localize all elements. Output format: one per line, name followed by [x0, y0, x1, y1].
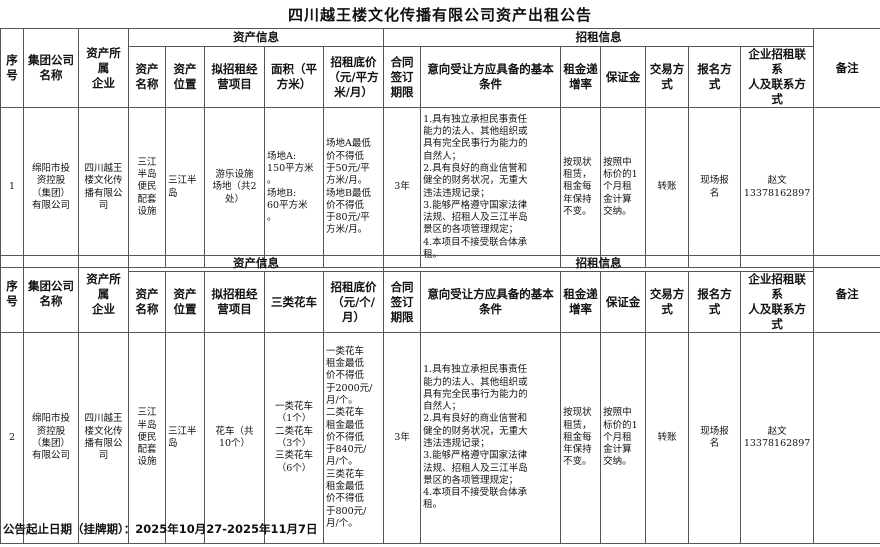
- header-group-lease-info: 招租信息: [383, 28, 815, 47]
- cell-asset-location: 三江半 岛: [165, 332, 205, 544]
- asset-table-section-2: 序 号集团公司 名称 资产所属 企业 资产信息 招租信息 备注 资产 名称 资产 位置 拟招租…: [0, 255, 880, 544]
- cell-serial-no: 2: [0, 332, 24, 544]
- header-business-project: 拟招租经 营项目: [204, 271, 265, 333]
- header-serial-no: 序 号: [0, 28, 24, 108]
- cell-registration-method: 现场报 名: [688, 332, 742, 544]
- header-remarks: 备注: [813, 28, 880, 108]
- header-group-company: 集团公司 名称: [23, 28, 79, 108]
- header-business-project: 拟招租经 营项目: [204, 46, 265, 108]
- header-area: 面积（平 方米）: [264, 46, 324, 108]
- cell-owner-company: 四川越王 楼文化传 播有限公 司: [78, 332, 129, 544]
- header-rent-increase: 租金递 增率: [560, 46, 602, 108]
- cell-contract-term: 3年: [383, 107, 422, 268]
- header-group-asset-info: 资产信息: [127, 28, 385, 47]
- header-remarks: 备注: [813, 255, 880, 333]
- header-group-row: 序 号集团公司 名称 资产所属 企业 资产信息 招租信息 备注: [0, 28, 880, 108]
- notice-period: 公告起止日期（挂牌期）：2025年10月27-2025年11月7日: [3, 522, 318, 536]
- header-contract-term: 合同 签订 期限: [383, 271, 422, 333]
- header-transaction-method: 交易方 式: [645, 46, 690, 108]
- header-asset-location: 资产 位置: [165, 271, 205, 333]
- header-registration-method: 报名方 式: [688, 46, 742, 108]
- table-row: 2 绵阳市投 资控股 （集团） 有限公司 四川越王 楼文化传 播有限公 司三江 半岛…: [0, 332, 880, 544]
- header-group-company: 集团公司 名称: [23, 255, 79, 333]
- cell-reserve-price: 场地A最低 价不得低 于50元/平 方米/月。 场地B最低 价不得低 于80元/…: [322, 107, 385, 268]
- header-asset-name: 资产 名称: [128, 271, 166, 333]
- cell-remarks: [813, 332, 880, 544]
- header-conditions: 意向受让方应具备的基本 条件: [420, 271, 562, 333]
- header-reserve-price: 招租底价 （元/平方 米/月）: [322, 46, 385, 108]
- cell-transaction-method: 转账: [645, 107, 690, 268]
- header-contract-term: 合同 签订 期限: [383, 46, 422, 108]
- header-transaction-method: 交易方 式: [645, 271, 690, 333]
- table-row: 1 绵阳市投 资控股 （集团） 有限公司 四川越王 楼文化传 播有限公 司三江 半岛…: [0, 107, 880, 268]
- header-row: 资产 名称 资产 位置 拟招租经 营项目 三类花车 招租底价 （元/个/ 月） 合同 签订…: [1, 271, 880, 333]
- header-conditions: 意向受让方应具备的基本 条件: [420, 46, 562, 108]
- cell-rent-increase: 按现状 租赁， 租金每 年保持 不变。: [560, 332, 602, 544]
- header-asset-name: 资产 名称: [128, 46, 166, 108]
- header-asset-location: 资产 位置: [165, 46, 205, 108]
- header-area: 三类花车: [264, 271, 324, 333]
- header-owner-company: 资产所属 企业: [78, 255, 129, 333]
- cell-conditions: 1.具有独立承担民事责任 能力的法人、其他组织或 具有完全民事行为能力的 自然人…: [420, 332, 562, 544]
- header-registration-method: 报名方 式: [688, 271, 742, 333]
- cell-contract-term: 3年: [383, 332, 422, 544]
- header-serial-no: 序 号: [0, 255, 24, 333]
- cell-area: 场地A: 150平方米 。 场地B: 60平方米 。: [264, 107, 324, 268]
- cell-group-company: 绵阳市投 资控股 （集团） 有限公司: [23, 332, 79, 544]
- cell-registration-method: 现场报 名: [688, 107, 742, 268]
- cell-transaction-method: 转账: [645, 332, 690, 544]
- header-contact: 企业招租联系 人及联系方式: [740, 46, 815, 108]
- header-deposit: 保证金: [600, 271, 647, 333]
- asset-table-section-1: 序 号集团公司 名称 资产所属 企业 资产信息 招租信息 备注 资产 名称 资产 位置 拟招租…: [0, 28, 880, 268]
- header-row: 资产 名称 资产 位置 拟招租经 营项目 面积（平 方米） 招租底价 （元/平方 米/月…: [1, 46, 880, 108]
- cell-business-project: 游乐设施 场地（共2 处）: [204, 107, 265, 268]
- cell-contact: 赵文 13378162897: [740, 107, 815, 268]
- cell-contact: 赵文 13378162897: [740, 332, 815, 544]
- cell-deposit: 按照中 标价的1 个月租 金计算 交纳。: [600, 332, 647, 544]
- header-group-lease-info: 招租信息: [383, 255, 815, 272]
- cell-asset-name: 三江 半岛 便民 配套 设施: [128, 332, 166, 544]
- cell-serial-no: 1: [0, 107, 24, 268]
- header-reserve-price: 招租底价 （元/个/ 月）: [322, 271, 385, 333]
- cell-area: 一类花车 （1个） 二类花车 （3个） 三类花车 （6个）: [264, 332, 324, 544]
- header-deposit: 保证金: [600, 46, 647, 108]
- cell-reserve-price: 一类花车 租金最低 价不得低 于2000元/ 月/个。 二类花车 租金最低 价不…: [322, 332, 385, 544]
- header-group-asset-info: 资产信息: [127, 255, 385, 272]
- cell-owner-company: 四川越王 楼文化传 播有限公 司: [78, 107, 129, 268]
- header-group-row: 序 号集团公司 名称 资产所属 企业 资产信息 招租信息 备注: [0, 255, 880, 333]
- header-contact: 企业招租联系 人及联系方式: [740, 271, 815, 333]
- cell-group-company: 绵阳市投 资控股 （集团） 有限公司: [23, 107, 79, 268]
- header-owner-company: 资产所属 企业: [78, 28, 129, 108]
- page-title: 四川越王楼文化传播有限公司资产出租公告: [287, 6, 592, 24]
- cell-business-project: 花车（共 10个）: [204, 332, 265, 544]
- header-rent-increase: 租金递 增率: [560, 271, 602, 333]
- cell-rent-increase: 按现状 租赁， 租金每 年保持 不变。: [560, 107, 602, 268]
- cell-remarks: [813, 107, 880, 268]
- cell-conditions: 1.具有独立承担民事责任 能力的法人、其他组织或 具有完全民事行为能力的 自然人…: [420, 107, 562, 268]
- cell-deposit: 按照中 标价的1 个月租 金计算 交纳。: [600, 107, 647, 268]
- cell-asset-location: 三江半 岛: [165, 107, 205, 268]
- cell-asset-name: 三江 半岛 便民 配套 设施: [128, 107, 166, 268]
